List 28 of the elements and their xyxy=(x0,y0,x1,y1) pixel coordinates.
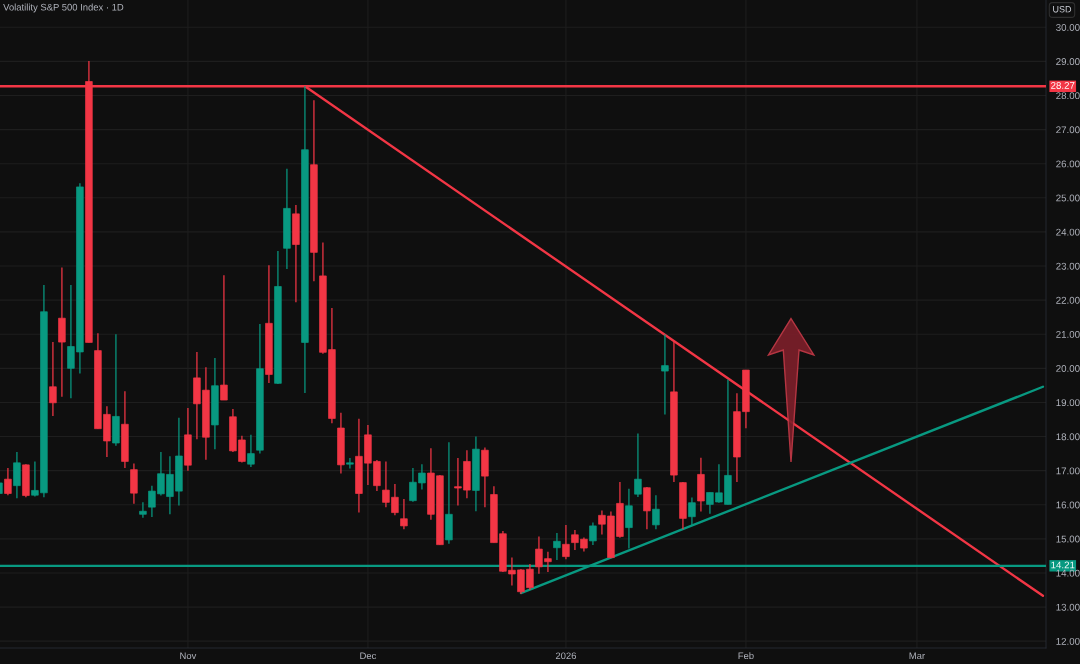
y-tick-label: 14.00 xyxy=(1056,569,1080,577)
x-tick-label: Mar xyxy=(909,652,925,660)
chart-title: Volatility S&P 500 Index · 1D xyxy=(3,3,124,13)
y-tick-label: 20.00 xyxy=(1056,365,1080,372)
y-tick-label: 15.00 xyxy=(1056,535,1080,543)
x-tick-label: Nov xyxy=(180,652,197,660)
y-tick-label: 30.00 xyxy=(1056,24,1080,31)
ref-line-label: 28.27 xyxy=(1051,82,1075,89)
y-tick-label: 27.00 xyxy=(1056,126,1080,134)
x-tick-label: Feb xyxy=(738,652,754,660)
y-tick-label: 29.00 xyxy=(1056,58,1080,66)
y-tick-label: 17.00 xyxy=(1056,467,1080,475)
y-tick-label: 21.00 xyxy=(1056,330,1080,338)
y-tick-label: 26.00 xyxy=(1056,160,1080,168)
x-tick-label: 2026 xyxy=(555,652,577,660)
y-tick-label: 25.00 xyxy=(1056,194,1080,202)
y-tick-label: 18.00 xyxy=(1056,433,1080,441)
y-tick-label: 19.00 xyxy=(1056,399,1080,407)
y-tick-label: 12.00 xyxy=(1056,637,1080,645)
y-tick-label: 23.00 xyxy=(1056,262,1080,270)
y-tick-label: 24.00 xyxy=(1056,228,1080,236)
ref-line-label: 14.21 xyxy=(1051,561,1075,569)
y-axis-title: USD xyxy=(1053,6,1072,13)
y-tick-label: 13.00 xyxy=(1056,603,1080,611)
y-tick-label: 16.00 xyxy=(1056,501,1080,509)
x-tick-label: Dec xyxy=(360,652,377,660)
y-tick-label: 22.00 xyxy=(1056,296,1080,304)
y-tick-label: 28.00 xyxy=(1056,92,1080,100)
